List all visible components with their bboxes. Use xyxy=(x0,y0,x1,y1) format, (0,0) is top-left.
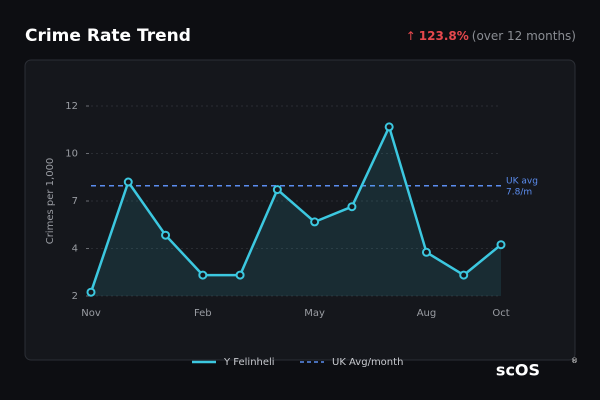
y-tick-label: 7 xyxy=(72,196,78,207)
point xyxy=(347,202,357,212)
x-tick-label: Aug xyxy=(417,308,437,319)
legend-label: UK Avg/month xyxy=(332,357,403,368)
x-tick-label: Oct xyxy=(492,308,509,319)
point xyxy=(459,270,469,280)
point xyxy=(384,122,394,132)
x-tick-label: Nov xyxy=(81,308,101,319)
change-note: (over 12 months) xyxy=(472,29,576,43)
point xyxy=(310,217,320,227)
logo: scOS xyxy=(496,361,540,380)
area xyxy=(91,126,501,297)
point xyxy=(123,177,133,187)
y-tick-label: 2 xyxy=(72,291,78,302)
change-value: 123.8% xyxy=(419,29,469,43)
point xyxy=(272,185,282,195)
y-axis-label: Crimes per 1,000 xyxy=(45,158,56,245)
y-tick-label: 12 xyxy=(65,101,78,112)
y-tick-label: 4 xyxy=(72,244,78,255)
legend-label: Y Felinheli xyxy=(223,357,275,368)
reference-label: UK avg xyxy=(506,176,538,186)
logo-mark: ® xyxy=(571,357,578,365)
point xyxy=(496,240,506,250)
chart-title: Crime Rate Trend xyxy=(25,26,191,46)
point xyxy=(421,247,431,257)
x-tick-label: May xyxy=(304,308,325,319)
line xyxy=(89,125,502,293)
point xyxy=(235,270,245,280)
x-tick-label: Feb xyxy=(194,308,212,319)
y-tick-label: 10 xyxy=(65,149,78,160)
change-arrow: ↑ xyxy=(406,29,416,43)
point xyxy=(86,287,96,297)
point xyxy=(198,270,208,280)
point xyxy=(161,230,171,240)
reference-label: 7.8/m xyxy=(506,187,532,197)
change-summary: ↑ 123.8% (over 12 months) xyxy=(406,29,576,43)
